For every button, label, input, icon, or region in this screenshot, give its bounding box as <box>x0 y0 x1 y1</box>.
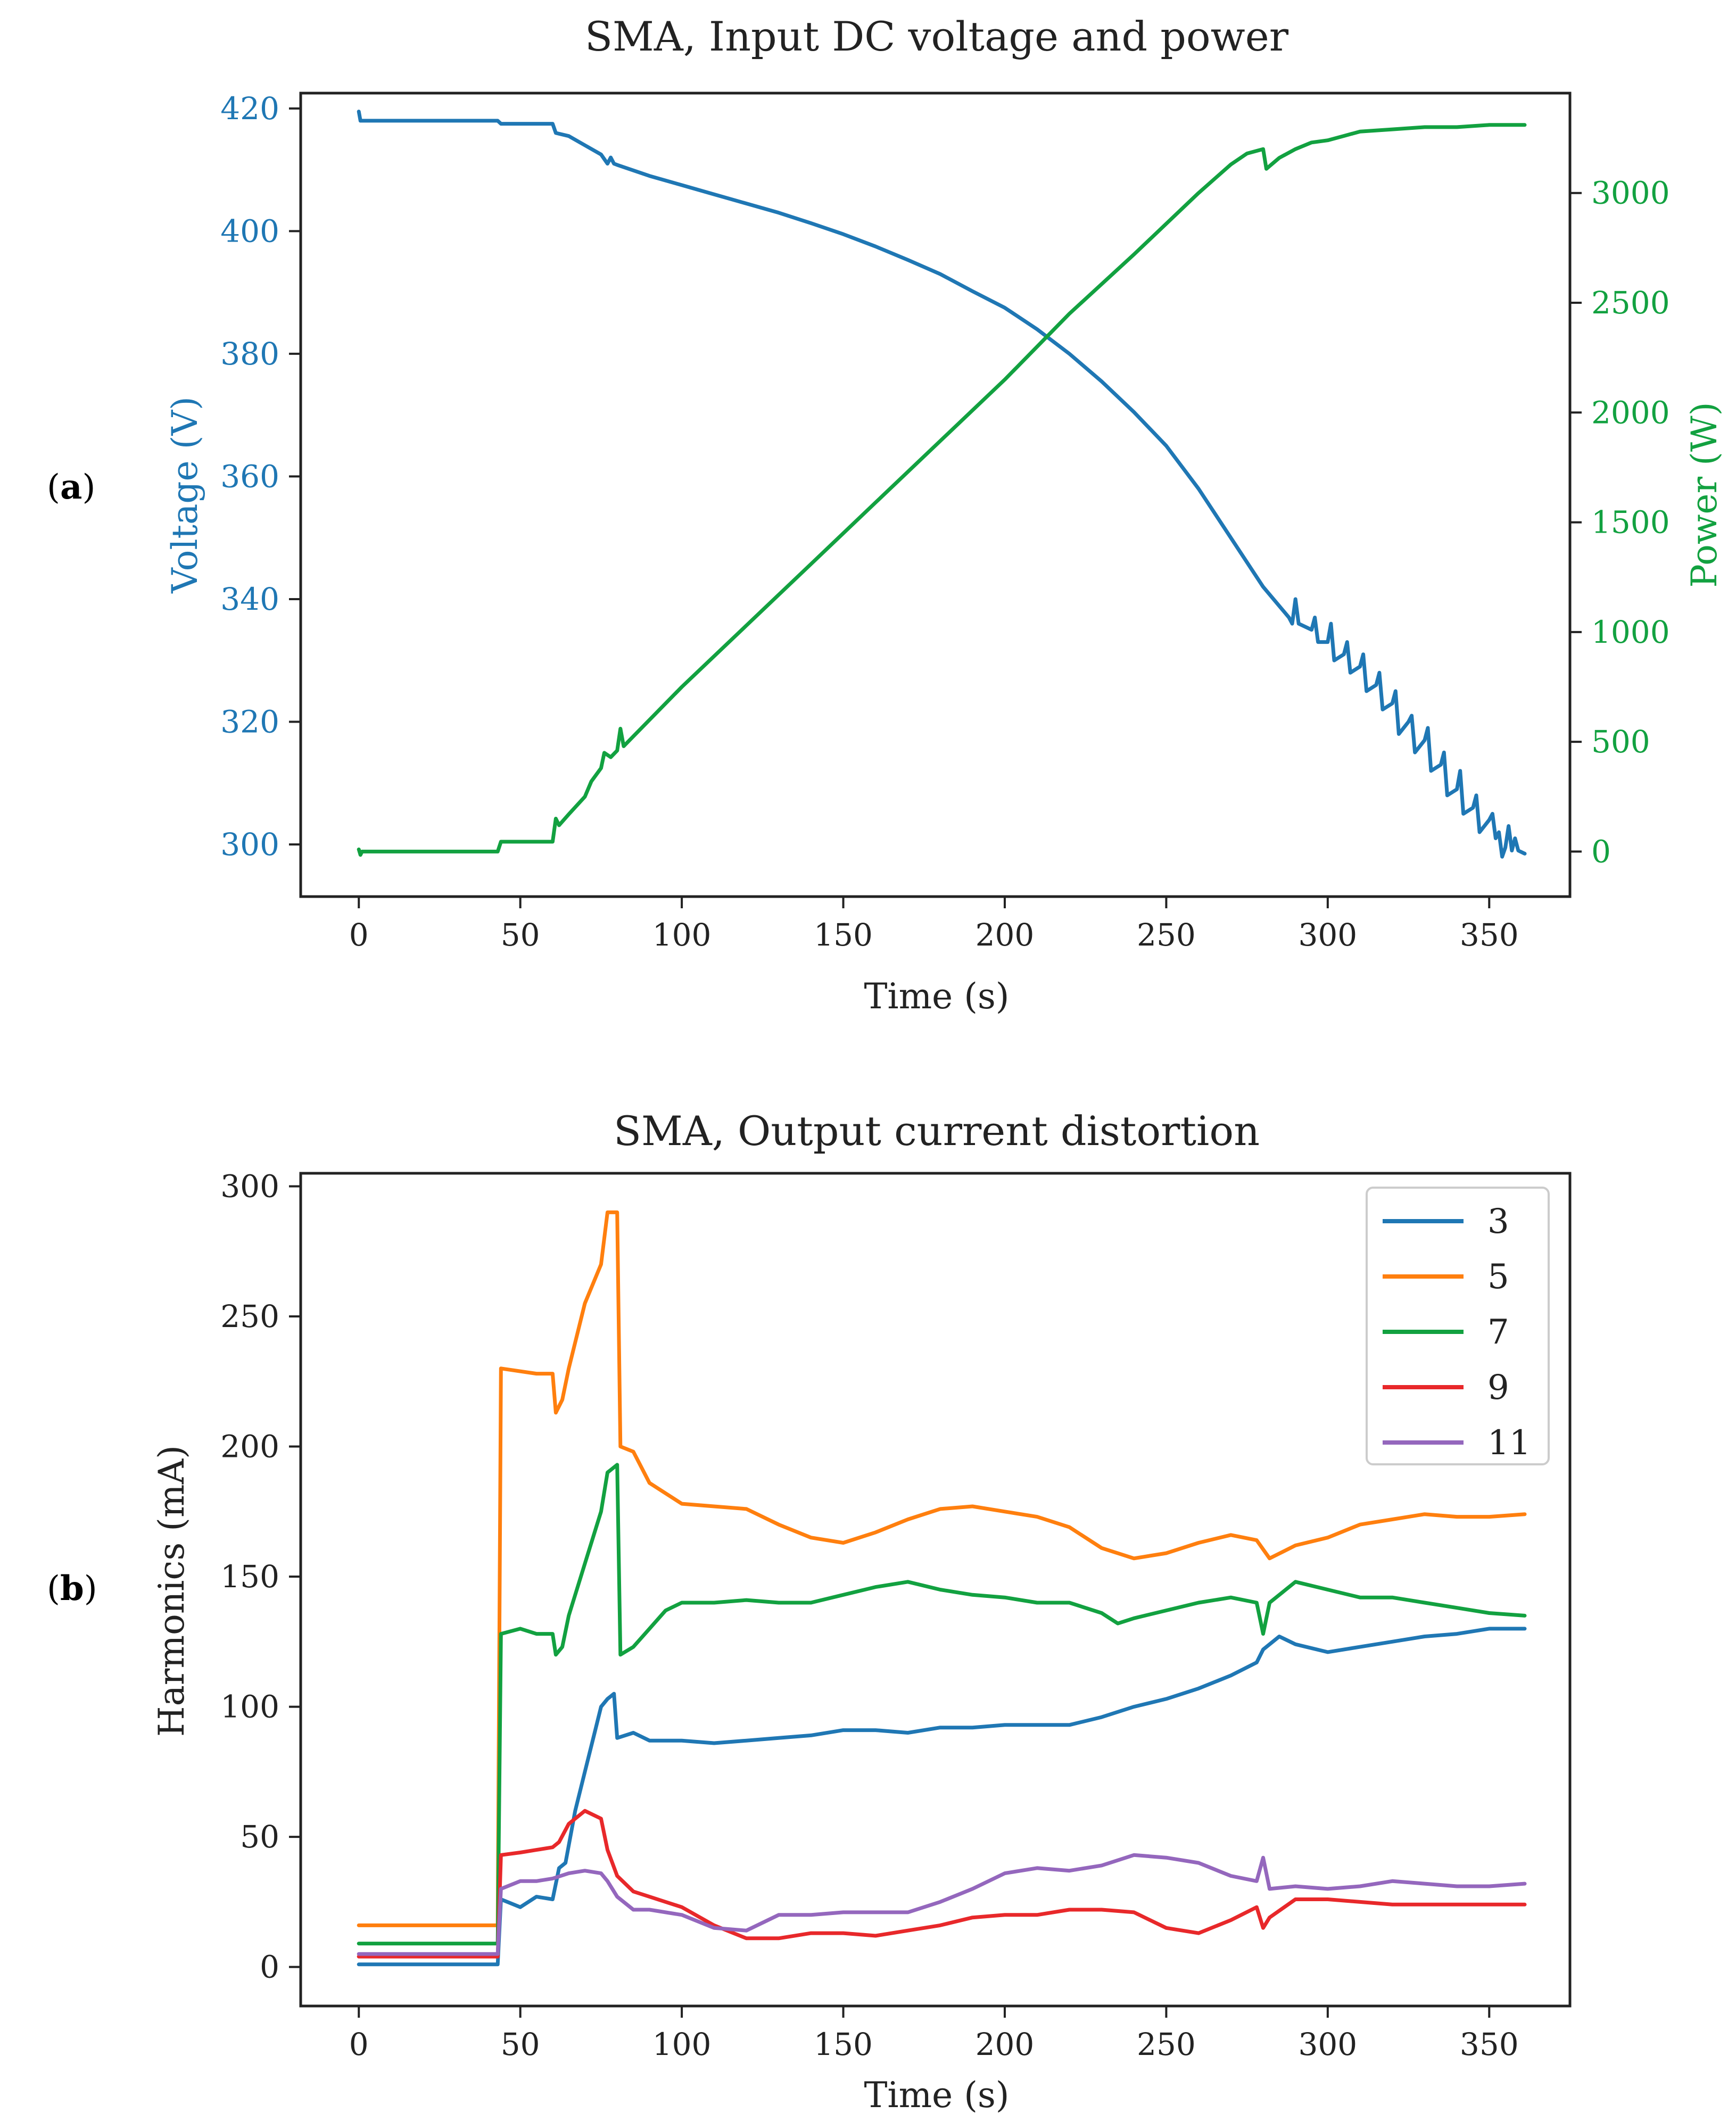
y-tick-label-voltage: 340 <box>220 581 279 617</box>
y-tick-label-voltage: 380 <box>220 336 279 372</box>
legend-frame <box>1366 1187 1550 1465</box>
x-tick-label: 100 <box>652 917 712 953</box>
legend-item: 9 <box>1383 1368 1509 1407</box>
y-axis-label-power: Power (W) <box>1684 402 1725 588</box>
y-tick-label: 150 <box>220 1559 279 1595</box>
x-tick-label: 0 <box>349 917 369 953</box>
x-tick-label: 150 <box>814 917 873 953</box>
y2-tick-label-power: 1500 <box>1591 504 1670 541</box>
y-tick-label: 250 <box>220 1298 279 1334</box>
series-group <box>357 110 1527 859</box>
legend-label: 5 <box>1487 1257 1509 1297</box>
x-tick-label: 250 <box>1137 2026 1196 2062</box>
series-line-harmonic-11 <box>357 1853 1527 1956</box>
chart-voltage-power: SMA, Input DC voltage and power 0 50 100 15… <box>164 13 1725 1017</box>
x-tick-label: 300 <box>1298 2026 1357 2062</box>
y-tick-label-voltage: 360 <box>220 458 279 494</box>
series-line-voltage <box>357 110 1527 859</box>
y-axis-label: Harmonics (mA) <box>151 1445 192 1737</box>
legend-item: 3 <box>1383 1202 1509 1241</box>
y-tick-label-voltage: 320 <box>220 703 279 740</box>
series-group <box>357 1210 1527 1967</box>
legend-label: 3 <box>1487 1202 1509 1241</box>
legend-item: 7 <box>1383 1313 1509 1352</box>
x-tick-label: 300 <box>1298 917 1357 953</box>
x-tick-label: 50 <box>501 917 540 953</box>
x-tick-label: 250 <box>1137 917 1196 953</box>
legend-label: 9 <box>1487 1368 1509 1407</box>
y-tick-label-voltage: 420 <box>220 90 279 127</box>
y-tick-label: 100 <box>220 1689 279 1725</box>
y-tick-label: 50 <box>240 1819 279 1855</box>
series-line-harmonic-3 <box>357 1627 1527 1967</box>
y2-tick-label-power: 500 <box>1591 724 1650 760</box>
chart-harmonics: SMA, Output current distortion 0 50 100 150… <box>151 1107 1572 2116</box>
plot-frame <box>299 1172 1572 2008</box>
y-tick-label-voltage: 300 <box>220 826 279 863</box>
y2-tick-label-power: 0 <box>1591 833 1611 869</box>
x-axis-label: Time (s) <box>864 976 1009 1017</box>
legend: 3 5 7 9 11 <box>1366 1187 1550 1465</box>
plot-frame <box>299 92 1572 898</box>
series-line-harmonic-7 <box>357 1463 1527 1946</box>
x-tick-label: 200 <box>976 2026 1035 2062</box>
legend-label: 7 <box>1487 1313 1509 1352</box>
legend-item: 5 <box>1383 1257 1509 1297</box>
y2-tick-label-power: 1000 <box>1591 614 1670 650</box>
y-tick-label-voltage: 400 <box>220 213 279 249</box>
y2-tick-label-power: 2000 <box>1591 394 1670 430</box>
chart-title: SMA, Input DC voltage and power <box>585 13 1289 60</box>
y-axis-label-voltage: Voltage (V) <box>164 396 205 594</box>
x-tick-label: 150 <box>814 2026 873 2062</box>
y2-tick-label-power: 2500 <box>1591 285 1670 321</box>
y-tick-label: 300 <box>220 1168 279 1204</box>
y-tick-label: 200 <box>220 1429 279 1465</box>
panel-label-b: (b) <box>47 1569 97 1609</box>
series-line-harmonic-9 <box>357 1809 1527 1959</box>
chart-title: SMA, Output current distortion <box>614 1107 1260 1155</box>
x-tick-label: 350 <box>1460 2026 1519 2062</box>
x-tick-label: 100 <box>652 2026 712 2062</box>
legend-item: 11 <box>1383 1423 1531 1463</box>
series-line-harmonic-5 <box>357 1210 1527 1927</box>
y2-tick-label-power: 3000 <box>1591 175 1670 211</box>
x-tick-label: 50 <box>501 2026 540 2062</box>
y-tick-label: 0 <box>260 1949 279 1985</box>
series-line-power <box>357 123 1527 857</box>
x-tick-label: 0 <box>349 2026 369 2062</box>
x-tick-label: 350 <box>1460 917 1519 953</box>
legend-label: 11 <box>1487 1423 1531 1463</box>
x-tick-label: 200 <box>976 917 1035 953</box>
x-axis-label: Time (s) <box>864 2075 1009 2116</box>
panel-label-a: (a) <box>47 467 96 507</box>
